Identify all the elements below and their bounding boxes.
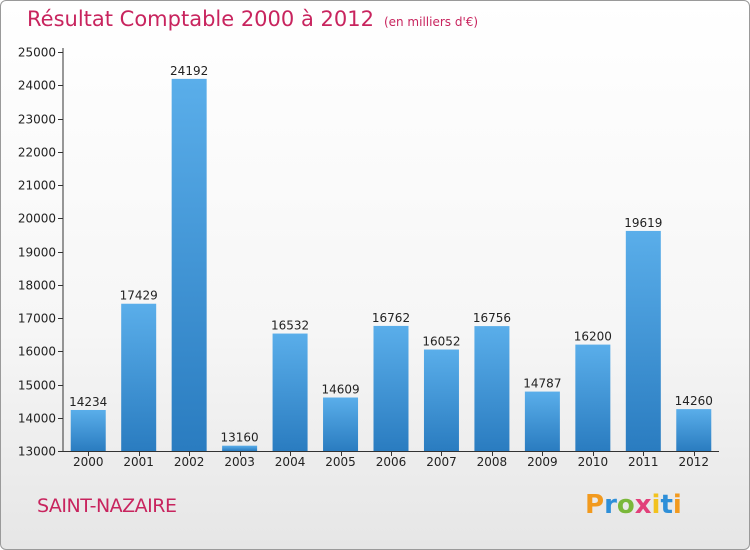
x-tick-label: 2011 — [628, 455, 659, 469]
bar-2009 — [524, 391, 560, 451]
bar-2001 — [121, 303, 157, 451]
axes: 13000 14000 15000 16000 17000 18000 19000 20000… — [18, 46, 719, 469]
x-tick-label: 2009 — [527, 455, 558, 469]
data-label-2003: 13160 — [221, 431, 259, 445]
bar-2007 — [423, 349, 459, 451]
y-tick-label: 23000 — [18, 113, 56, 127]
data-label-2011: 19619 — [624, 216, 662, 230]
y-tick-label: 17000 — [18, 312, 56, 326]
bar-2012 — [676, 409, 712, 451]
chart-title: Résultat Comptable 2000 à 2012 — [27, 7, 374, 31]
proxiti-logo[interactable]: Proxiti — [585, 490, 682, 520]
title-row: Résultat Comptable 2000 à 2012 (en millie… — [27, 7, 478, 31]
bar-2010 — [575, 344, 611, 451]
data-label-2007: 16052 — [422, 335, 460, 349]
y-tick-label: 18000 — [18, 279, 56, 293]
y-tick-label: 24000 — [18, 79, 56, 93]
x-tick-label: 2002 — [174, 455, 205, 469]
data-label-2005: 14609 — [321, 383, 359, 397]
x-tick-label: 2012 — [678, 455, 709, 469]
y-tick-label: 15000 — [18, 379, 56, 393]
y-tick-label: 22000 — [18, 146, 56, 160]
data-label-2012: 14260 — [675, 394, 713, 408]
bar-2002 — [171, 78, 207, 451]
y-tick-label: 20000 — [18, 212, 56, 226]
x-tick-label: 2005 — [325, 455, 356, 469]
y-tick-label: 19000 — [18, 246, 56, 260]
x-tick-label: 2003 — [224, 455, 255, 469]
y-tick-label: 25000 — [18, 46, 56, 60]
data-label-2001: 17429 — [120, 289, 158, 303]
data-labels: 14234 17429 24192 13160 16532 14609 16762 16052… — [69, 64, 713, 445]
chart-subtitle: (en milliers d'€) — [383, 15, 479, 29]
bar-2006 — [373, 325, 409, 451]
city-name: SAINT-NAZAIRE — [37, 495, 177, 517]
bar-2008 — [474, 326, 510, 451]
x-tick-label: 2008 — [477, 455, 508, 469]
x-tick-label: 2010 — [578, 455, 609, 469]
x-tick-label: 2007 — [426, 455, 457, 469]
bar-2000 — [70, 409, 106, 451]
x-tick-label: 2006 — [376, 455, 407, 469]
x-tick-label: 2001 — [123, 455, 154, 469]
bar-2003 — [222, 445, 258, 451]
bars — [70, 78, 712, 451]
data-label-2006: 16762 — [372, 311, 410, 325]
data-label-2000: 14234 — [69, 395, 107, 409]
bar-2011 — [625, 230, 661, 451]
data-label-2008: 16756 — [473, 311, 511, 325]
y-tick-label: 14000 — [18, 412, 56, 426]
bar-2004 — [272, 333, 308, 451]
data-label-2010: 16200 — [574, 330, 612, 344]
y-tick-label: 16000 — [18, 345, 56, 359]
x-tick-label: 2004 — [275, 455, 306, 469]
y-tick-label: 13000 — [18, 445, 56, 459]
y-tick-label: 21000 — [18, 179, 56, 193]
data-label-2004: 16532 — [271, 319, 309, 333]
data-label-2002: 24192 — [170, 64, 208, 78]
x-tick-label: 2000 — [73, 455, 104, 469]
data-label-2009: 14787 — [523, 377, 561, 391]
bar-2005 — [323, 397, 359, 451]
